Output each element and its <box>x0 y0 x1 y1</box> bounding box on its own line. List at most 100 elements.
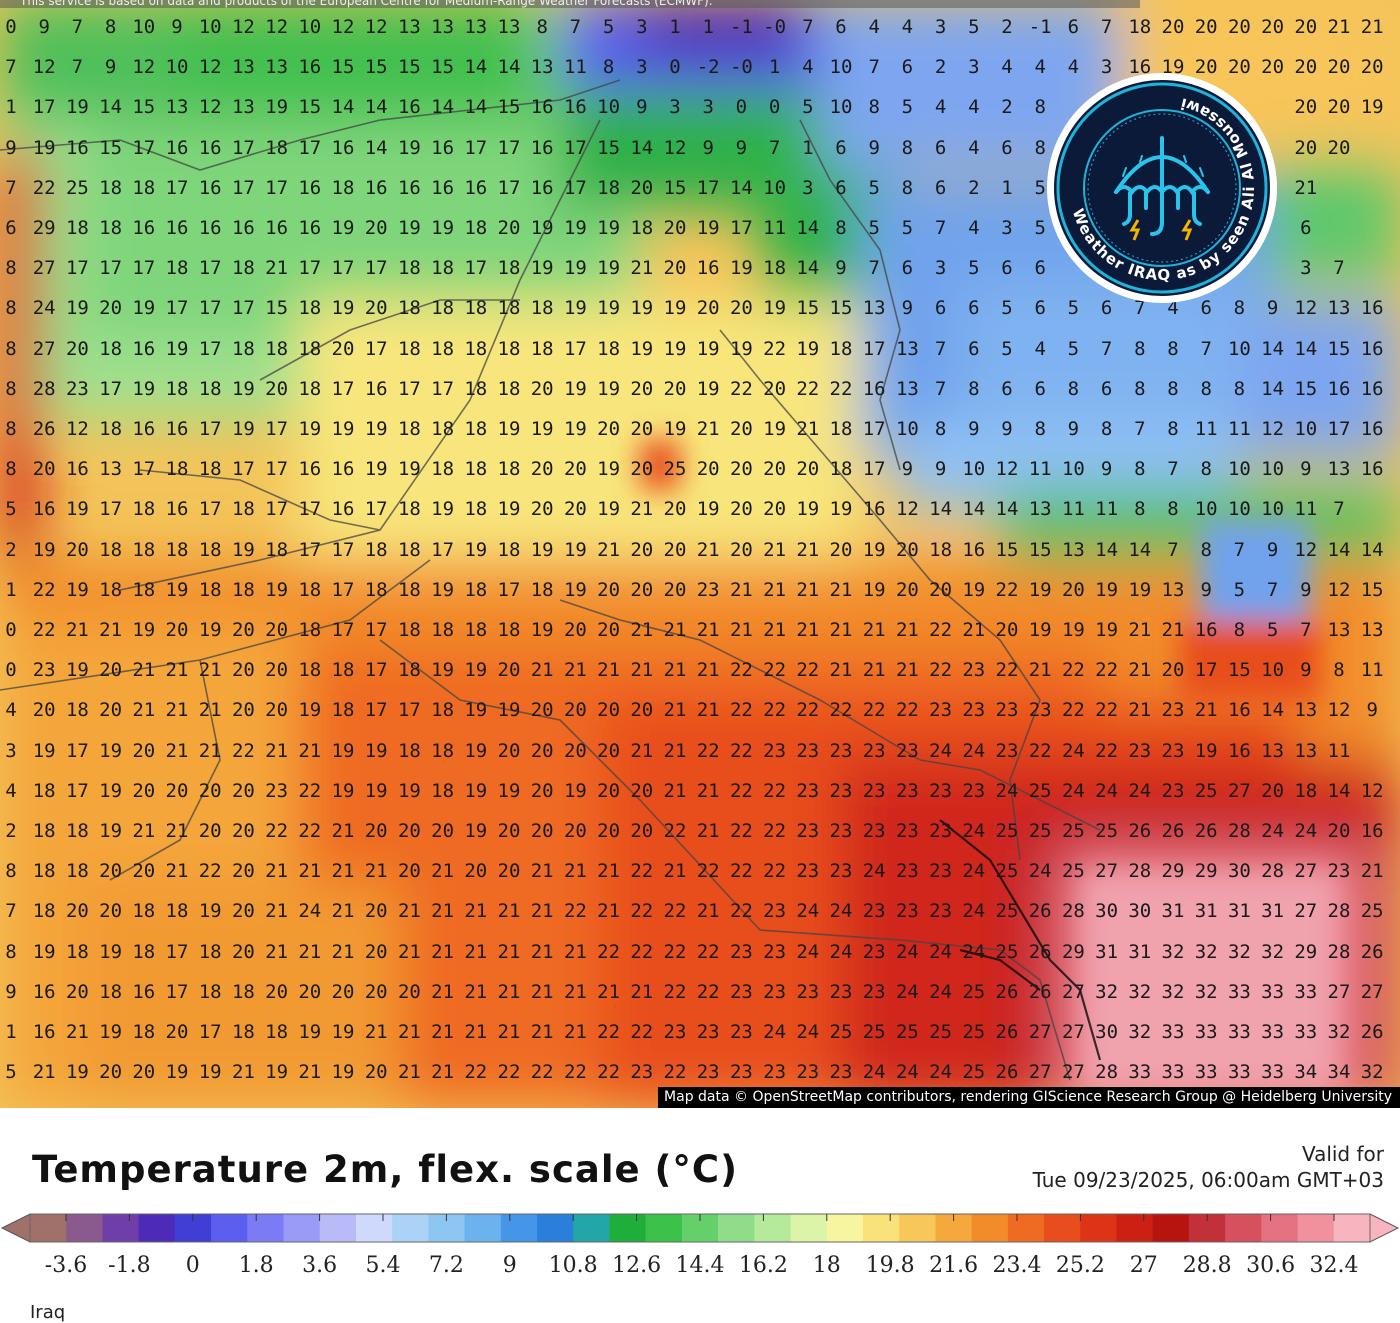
grid-value: 17 <box>165 940 189 963</box>
grid-value: 33 <box>1227 1021 1251 1043</box>
grid-value: 19 <box>65 297 89 320</box>
grid-value: 20 <box>729 458 753 481</box>
grid-value: 19 <box>464 538 488 561</box>
grid-value: 21 <box>696 820 720 842</box>
grid-value: 29 <box>1194 860 1218 883</box>
grid-value: 25 <box>995 820 1019 842</box>
grid-value: 19 <box>132 377 156 400</box>
grid-value: 18 <box>231 578 255 601</box>
grid-value: 23 <box>796 779 820 802</box>
grid-value: 23 <box>696 1021 720 1043</box>
grid-value: 6 <box>968 337 980 360</box>
grid-value: 10 <box>1294 418 1318 440</box>
grid-value: 25 <box>829 1021 853 1043</box>
grid-value: 19 <box>265 96 289 119</box>
grid-value: 5 <box>868 176 880 199</box>
grid-value: 22 <box>231 739 255 762</box>
grid-value: 28 <box>1261 860 1285 883</box>
grid-value: 20 <box>231 820 255 842</box>
grid-value: 18 <box>132 578 156 601</box>
grid-value: 20 <box>530 779 554 802</box>
grid-value: 14 <box>1327 538 1351 561</box>
grid-value: 14 <box>995 498 1019 521</box>
grid-value: 22 <box>298 820 322 842</box>
grid-value: 14 <box>796 217 820 239</box>
grid-value: 13 <box>1028 498 1052 521</box>
grid-value: 21 <box>895 619 919 641</box>
map-attribution[interactable]: Map data © OpenStreetMap contributors, r… <box>658 1087 1400 1108</box>
grid-value: 14 <box>1261 337 1285 360</box>
grid-value: 22 <box>663 1061 687 1084</box>
grid-value: 20 <box>231 860 255 883</box>
grid-value: 22 <box>729 779 753 802</box>
grid-value: 22 <box>32 578 56 601</box>
scale-tick-label: 9 <box>502 1253 517 1278</box>
grid-value: 20 <box>32 699 56 722</box>
grid-value: 5 <box>602 16 615 38</box>
grid-value: 0 <box>669 56 681 79</box>
grid-value: 6 <box>934 297 947 320</box>
grid-value: 18 <box>65 860 89 883</box>
grid-value: 21 <box>298 1061 322 1084</box>
grid-value: 3 <box>636 56 648 79</box>
scale-tick-label: 21.6 <box>929 1253 979 1278</box>
grid-value: 20 <box>99 659 123 682</box>
grid-value: 15 <box>829 297 853 320</box>
grid-value: 21 <box>397 1061 421 1084</box>
grid-value: 4 <box>1067 56 1080 79</box>
grid-value: 6 <box>835 176 847 199</box>
grid-value: 6 <box>1300 217 1312 239</box>
grid-value: 21 <box>597 900 621 923</box>
grid-value: 23 <box>763 900 787 923</box>
grid-value: 4 <box>1001 56 1013 79</box>
grid-value: 21 <box>99 619 123 641</box>
grid-value: 17 <box>497 578 521 601</box>
grid-value: 21 <box>331 860 355 883</box>
grid-value: 19 <box>763 418 787 440</box>
grid-value: 21 <box>431 980 455 1003</box>
grid-value: 23 <box>729 1061 753 1084</box>
grid-value: 22 <box>663 980 687 1003</box>
grid-value: 18 <box>165 538 189 561</box>
grid-value: 0 <box>5 16 17 38</box>
grid-value: 18 <box>65 940 89 963</box>
grid-value: 14 <box>364 96 388 119</box>
grid-value: 3 <box>934 257 947 280</box>
grid-value: 17 <box>65 739 89 762</box>
grid-value: 20 <box>132 1061 156 1084</box>
grid-value: 19 <box>563 377 587 400</box>
grid-value: 16 <box>1360 418 1384 440</box>
grid-value: 20 <box>1261 56 1285 79</box>
grid-value: 16 <box>65 136 89 159</box>
grid-value: 18 <box>165 458 189 481</box>
grid-value: 20 <box>1194 56 1218 79</box>
grid-value: 17 <box>364 659 388 682</box>
grid-value: 24 <box>1061 779 1085 802</box>
grid-value: 28 <box>1095 1061 1119 1084</box>
grid-value: 21 <box>1128 619 1152 641</box>
grid-value: 4 <box>1034 56 1046 79</box>
grid-value: 18 <box>431 297 455 320</box>
grid-value: 9 <box>1200 578 1212 601</box>
grid-value: 11 <box>1095 498 1119 521</box>
grid-value: 18 <box>165 257 189 280</box>
temperature-map[interactable]: 0 9 7 8 10 9 10 12 12 10 12 12 13 13 13 13 8 7 5 3 1 1 -1 -0 7 6 4… <box>0 0 1400 1108</box>
grid-value: 23 <box>796 980 820 1003</box>
grid-value: 27 <box>32 337 56 360</box>
grid-value: 20 <box>132 860 156 883</box>
grid-value: 8 <box>5 458 17 481</box>
grid-value: 7 <box>1300 619 1312 641</box>
grid-value: 9 <box>1266 297 1279 320</box>
grid-value: 3 <box>802 176 814 199</box>
scale-swatch <box>899 1214 937 1242</box>
grid-value: 16 <box>364 176 388 199</box>
grid-value: 4 <box>1167 297 1179 320</box>
grid-value: 16 <box>165 418 189 440</box>
grid-value: 24 <box>895 980 919 1003</box>
grid-value: 20 <box>298 980 322 1003</box>
grid-value: 17 <box>364 619 388 641</box>
grid-value: 23 <box>1327 860 1351 883</box>
scale-swatch <box>754 1214 792 1242</box>
scale-tick-label: 1.8 <box>238 1253 274 1278</box>
grid-value: 19 <box>1095 578 1119 601</box>
